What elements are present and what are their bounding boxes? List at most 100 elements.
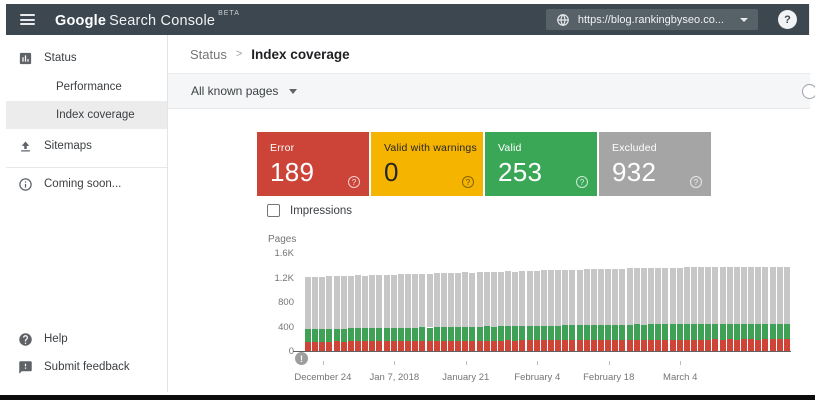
bar-segment-error — [583, 340, 590, 351]
bar-segment-excluded — [362, 275, 369, 329]
bar-segment-excluded — [376, 274, 383, 328]
bar-segment-valid — [462, 326, 469, 341]
sidebar-item-status[interactable]: Status — [6, 44, 167, 72]
sidebar-item-label: Sitemaps — [44, 140, 92, 152]
bar-segment-excluded — [662, 267, 669, 325]
x-tick-mark — [322, 361, 324, 365]
info-icon — [18, 177, 33, 192]
bar-segment-valid — [633, 324, 640, 340]
property-selector[interactable]: https://blog.rankingbyseo.co... — [545, 9, 758, 30]
help-circle-icon[interactable] — [462, 176, 474, 188]
bar-segment-excluded — [390, 274, 397, 328]
bar-segment-error — [555, 340, 562, 351]
card-value: 932 — [612, 157, 657, 187]
bar-segment-valid — [676, 324, 683, 340]
error-card[interactable]: Error 189 — [257, 132, 369, 196]
bar-segment-error — [669, 339, 676, 351]
excluded-card[interactable]: Excluded 932 — [599, 132, 711, 196]
bar-segment-valid — [712, 323, 719, 340]
sidebar-item-performance[interactable]: Performance — [6, 73, 167, 101]
help-circle-icon[interactable] — [690, 176, 702, 188]
bar-segment-error — [762, 339, 769, 351]
bar-segment-error — [447, 340, 454, 351]
bar-segment-valid — [626, 324, 633, 340]
summary-cards: Error 189 Valid with warnings 0 Valid 25… — [257, 132, 711, 196]
bar-segment-valid — [769, 323, 776, 340]
sidebar-item-label: Submit feedback — [44, 361, 130, 373]
bar-segment-valid — [490, 326, 497, 341]
feedback-icon — [18, 360, 33, 375]
bar-segment-valid — [383, 328, 390, 342]
bar-segment-excluded — [433, 273, 440, 328]
bar-segment-error — [698, 339, 705, 351]
breadcrumb-separator: > — [235, 48, 243, 60]
bar-segment-valid — [776, 323, 783, 340]
bar-segment-excluded — [562, 269, 569, 326]
bar-segment-excluded — [669, 267, 676, 325]
bar-segment-excluded — [740, 266, 747, 324]
coverage-stacked-bar-chart — [305, 253, 791, 351]
sidebar-item-index-coverage[interactable]: Index coverage — [6, 101, 167, 129]
bar-segment-error — [648, 339, 655, 351]
bar-segment-error — [526, 340, 533, 351]
help-circle-icon[interactable] — [348, 176, 360, 188]
sidebar-item-label: Index coverage — [56, 109, 135, 121]
bar-segment-excluded — [555, 270, 562, 326]
app-title: Google Search Console BETA — [55, 10, 240, 29]
bar-segment-error — [783, 339, 790, 351]
bar-segment-excluded — [676, 267, 683, 325]
menu-icon[interactable] — [20, 14, 35, 25]
filter-bar: All known pages — [168, 74, 815, 109]
x-tick-label: January 21 — [442, 372, 490, 383]
sidebar-divider — [6, 167, 167, 168]
bar-segment-valid — [719, 324, 726, 340]
help-circle-button[interactable] — [778, 10, 797, 29]
x-tick-label: Jan 7, 2018 — [369, 372, 420, 383]
chart-annotation-icon[interactable] — [295, 352, 308, 365]
bar-segment-valid — [590, 324, 597, 340]
impressions-checkbox[interactable] — [267, 204, 280, 217]
bar-segment-excluded — [512, 271, 519, 327]
sidebar-item-label: Coming soon... — [44, 178, 122, 190]
bar-segment-valid — [555, 325, 562, 341]
pages-filter-dropdown[interactable]: All known pages — [191, 84, 279, 98]
clipped-edge-icon — [802, 84, 815, 99]
bar-segment-valid — [376, 327, 383, 342]
help-circle-icon[interactable] — [576, 176, 588, 188]
bar-segment-valid — [605, 324, 612, 340]
bar-segment-valid — [476, 326, 483, 341]
bar-segment-valid — [497, 326, 504, 341]
bar-segment-valid — [447, 327, 454, 341]
bar-segment-error — [633, 339, 640, 351]
bar-segment-error — [455, 340, 462, 351]
bar-segment-excluded — [469, 272, 476, 327]
card-value: 0 — [384, 157, 399, 187]
bar-segment-error — [426, 341, 433, 351]
breadcrumb-parent[interactable]: Status — [190, 46, 227, 62]
bar-segment-valid — [340, 328, 347, 342]
bar-segment-excluded — [305, 277, 311, 330]
valid-with-warnings-card[interactable]: Valid with warnings 0 — [371, 132, 483, 196]
bar-segment-valid — [576, 325, 583, 341]
globe-icon — [557, 13, 569, 26]
bar-segment-valid — [648, 324, 655, 340]
bar-segment-error — [340, 341, 347, 351]
valid-card[interactable]: Valid 253 — [485, 132, 597, 196]
screenshot-border — [0, 395, 815, 400]
bar-segment-excluded — [733, 267, 740, 324]
sidebar-item-sitemaps[interactable]: Sitemaps — [6, 132, 167, 160]
bar-segment-excluded — [548, 270, 554, 326]
sidebar-item-help[interactable]: Help — [6, 325, 167, 353]
bar-segment-error — [390, 341, 397, 351]
sidebar-item-coming-soon[interactable]: Coming soon... — [6, 170, 167, 198]
bar-segment-error — [719, 339, 726, 351]
bar-segment-valid — [533, 325, 540, 341]
chevron-down-icon[interactable] — [289, 88, 298, 94]
impressions-toggle[interactable]: Impressions — [267, 204, 352, 217]
bar-segment-valid — [655, 324, 662, 340]
sidebar-item-submit-feedback[interactable]: Submit feedback — [6, 353, 167, 381]
bar-segment-valid — [705, 324, 712, 340]
x-tick-label: December 24 — [294, 372, 352, 383]
bar-segment-valid — [733, 324, 740, 340]
x-tick-mark — [465, 361, 467, 365]
